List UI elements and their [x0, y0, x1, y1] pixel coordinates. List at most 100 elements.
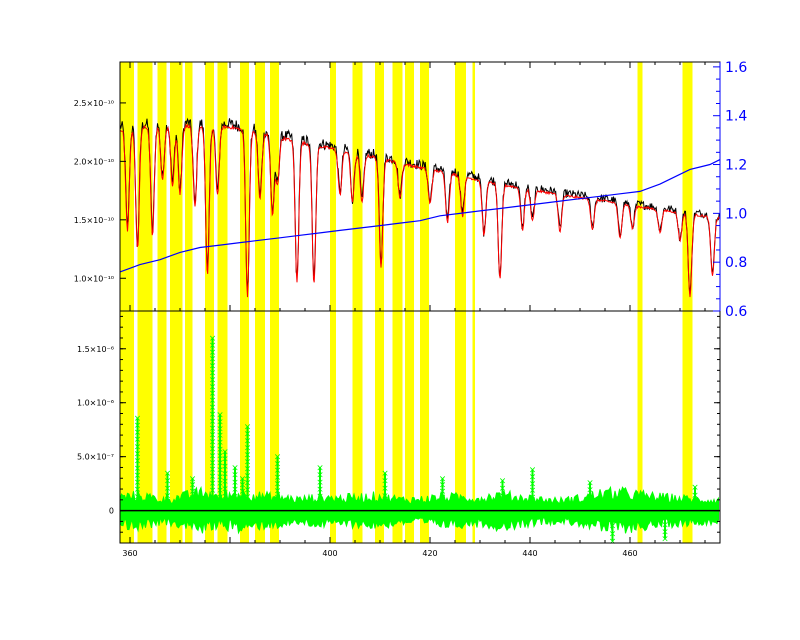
highlight-band-bottom-13	[392, 311, 403, 543]
highlight-band-top-8	[255, 62, 265, 311]
highlight-band-bottom-5	[205, 311, 214, 543]
residual-marker: ×	[216, 493, 224, 503]
residual-marker: ×	[216, 459, 224, 469]
residual-marker: ×	[209, 355, 217, 365]
highlight-band-top-11	[352, 62, 363, 311]
residual-marker: ×	[216, 411, 224, 421]
top-y-tick-label: 2.5×10⁻¹⁰	[74, 99, 114, 108]
residual-marker: ×	[209, 341, 217, 351]
highlight-band-bottom-18	[637, 311, 643, 543]
residual-marker: ×	[209, 424, 217, 434]
residual-marker: ×	[439, 474, 447, 484]
residual-marker: ×	[209, 472, 217, 482]
right-y-tick-label: 0.8	[725, 255, 747, 271]
x-tick-label: 420	[422, 549, 437, 558]
residual-marker: ×	[499, 499, 507, 509]
residual-marker: ×	[209, 375, 217, 385]
residual-marker: ×	[244, 444, 252, 454]
residual-marker: ×	[216, 424, 224, 434]
highlight-band-bottom-3	[170, 311, 183, 543]
residual-marker: ×	[274, 486, 282, 496]
residual-marker: ×	[239, 481, 247, 491]
residual-marker: ×	[134, 428, 142, 438]
residual-marker: ×	[316, 463, 324, 473]
residual-marker: ×	[316, 485, 324, 495]
residual-marker: ×	[609, 537, 617, 547]
residual-marker: ×	[209, 458, 217, 468]
residual-marker: ×	[244, 458, 252, 468]
residual-marker: ×	[691, 483, 699, 493]
residual-marker: ×	[164, 492, 172, 502]
residual-marker: ×	[134, 450, 142, 460]
residual-marker: ×	[274, 500, 282, 510]
residual-marker: ×	[209, 493, 217, 503]
residual-marker: ×	[134, 435, 142, 445]
right-y-tick-label: 1.0	[725, 206, 747, 222]
residual-marker: ×	[244, 500, 252, 510]
residual-marker: ×	[209, 362, 217, 372]
residual-marker: ×	[529, 466, 537, 476]
residual-marker: ×	[216, 479, 224, 489]
residual-marker: ×	[439, 487, 447, 497]
residual-marker: ×	[529, 500, 537, 510]
residual-marker: ×	[231, 485, 239, 495]
residual-marker: ×	[499, 476, 507, 486]
highlight-band-bottom-6	[217, 311, 228, 543]
residual-marker: ×	[586, 493, 594, 503]
residual-marker: ×	[216, 465, 224, 475]
residual-marker: ×	[244, 465, 252, 475]
residual-marker: ×	[231, 499, 239, 509]
residual-marker: ×	[216, 445, 224, 455]
residual-marker: ×	[661, 514, 669, 524]
residual-marker: ×	[586, 479, 594, 489]
residual-marker: ×	[661, 521, 669, 531]
highlight-band-bottom-1	[137, 311, 153, 543]
highlight-band-bottom-17	[472, 311, 475, 543]
residual-marker: ×	[316, 471, 324, 481]
right-y-tick-label: 1.2	[725, 158, 747, 174]
residual-marker: ×	[529, 493, 537, 503]
ratio-curve-line	[119, 159, 721, 273]
residual-marker: ×	[189, 500, 197, 510]
residual-marker: ×	[209, 444, 217, 454]
residual-marker: ×	[134, 457, 142, 467]
residual-marker: ×	[499, 484, 507, 494]
residual-marker: ×	[216, 452, 224, 462]
residual-marker: ×	[274, 473, 282, 483]
residual-marker: ×	[209, 465, 217, 475]
residual-marker: ×	[189, 494, 197, 504]
residual-marker: ×	[209, 334, 217, 344]
residual-marker: ×	[439, 494, 447, 504]
residual-marker: ×	[134, 478, 142, 488]
residual-marker: ×	[609, 514, 617, 524]
highlight-band-top-1	[137, 62, 153, 311]
residual-marker: ×	[274, 466, 282, 476]
model-spectrum-line	[119, 123, 721, 298]
top-panel-traces	[119, 117, 721, 298]
highlight-band-top-14	[405, 62, 414, 311]
residual-marker: ×	[209, 389, 217, 399]
residual-marker: ×	[164, 484, 172, 494]
x-tick-label: 460	[622, 549, 637, 558]
residual-marker: ×	[209, 396, 217, 406]
residual-marker: ×	[134, 485, 142, 495]
highlight-band-top-3	[170, 62, 183, 311]
residual-marker: ×	[221, 470, 229, 480]
residual-marker: ×	[381, 492, 389, 502]
residual-marker: ×	[316, 492, 324, 502]
residual-marker: ×	[134, 464, 142, 474]
residual-marker: ×	[274, 480, 282, 490]
axes	[119, 61, 721, 544]
residual-marker: ×	[381, 476, 389, 486]
highlight-band-top-10	[330, 62, 336, 311]
highlight-band-top-19	[682, 62, 693, 311]
residual-marker: ×	[209, 410, 217, 420]
top-y-tick-label: 1.0×10⁻¹⁰	[74, 274, 114, 283]
residual-marker: ×	[164, 499, 172, 509]
highlight-band-top-0	[120, 62, 134, 311]
highlight-band-bottom-15	[420, 311, 429, 543]
highlight-band-bottom-8	[255, 311, 265, 543]
residual-marker: ×	[609, 522, 617, 532]
highlight-band-top-16	[455, 62, 466, 311]
residual-marker: ×	[221, 462, 229, 472]
